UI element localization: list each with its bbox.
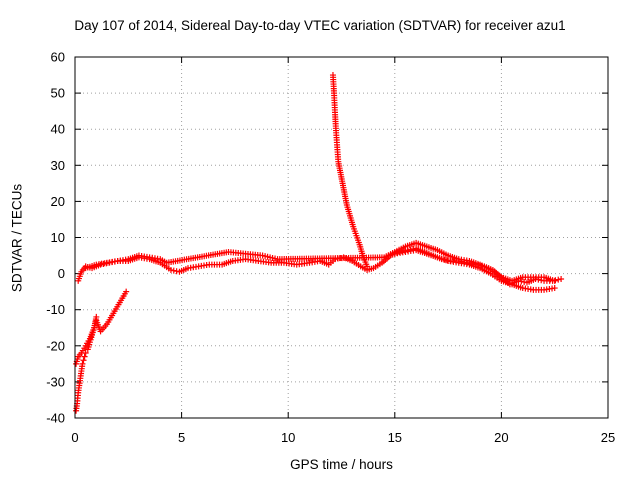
data-point-lower-band — [551, 285, 558, 292]
x-tick-label: 5 — [178, 430, 185, 445]
data-point-early-secondary — [93, 313, 100, 320]
y-tick-label: -30 — [46, 374, 65, 389]
data-point-spike — [364, 263, 371, 270]
axis-ticks: 0 5 10 15 20 25 -40 -30 -20 -10 0 10 20 30 40 50 60 — [46, 50, 615, 446]
y-tick-label: -20 — [46, 338, 65, 353]
x-tick-label: 20 — [494, 430, 508, 445]
data-point-upper-band — [551, 277, 558, 284]
data-points — [73, 72, 565, 414]
y-axis-label: SDTVAR / TECUs — [9, 183, 25, 293]
y-tick-label: -40 — [46, 411, 65, 426]
y-tick-label: 50 — [51, 86, 65, 101]
data-point-early-descent — [81, 353, 88, 360]
x-tick-label: 0 — [71, 430, 78, 445]
x-tick-label: 25 — [601, 430, 615, 445]
chart-title: Day 107 of 2014, Sidereal Day-to-day VTE… — [74, 18, 566, 33]
data-point-main-band — [167, 266, 174, 273]
y-tick-label: 20 — [51, 194, 65, 209]
y-tick-label: -10 — [46, 302, 65, 317]
y-tick-label: 10 — [51, 230, 65, 245]
y-tick-label: 0 — [58, 266, 65, 281]
data-point-main-band — [555, 276, 562, 283]
y-tick-label: 40 — [51, 122, 65, 137]
y-tick-label: 60 — [51, 50, 65, 65]
data-point-early-descent — [79, 360, 86, 367]
plot-border — [74, 56, 609, 419]
data-point-main-band — [518, 278, 525, 285]
x-axis-label: GPS time / hours — [290, 457, 393, 472]
x-tick-label: 15 — [388, 430, 402, 445]
y-tick-label: 30 — [51, 158, 65, 173]
grid-lines — [75, 57, 608, 418]
data-point-main-band — [558, 276, 565, 283]
data-point-early-descent — [123, 288, 130, 295]
data-point-early-descent — [80, 357, 87, 364]
data-point-main-band — [170, 267, 177, 274]
x-tick-label: 10 — [281, 430, 295, 445]
